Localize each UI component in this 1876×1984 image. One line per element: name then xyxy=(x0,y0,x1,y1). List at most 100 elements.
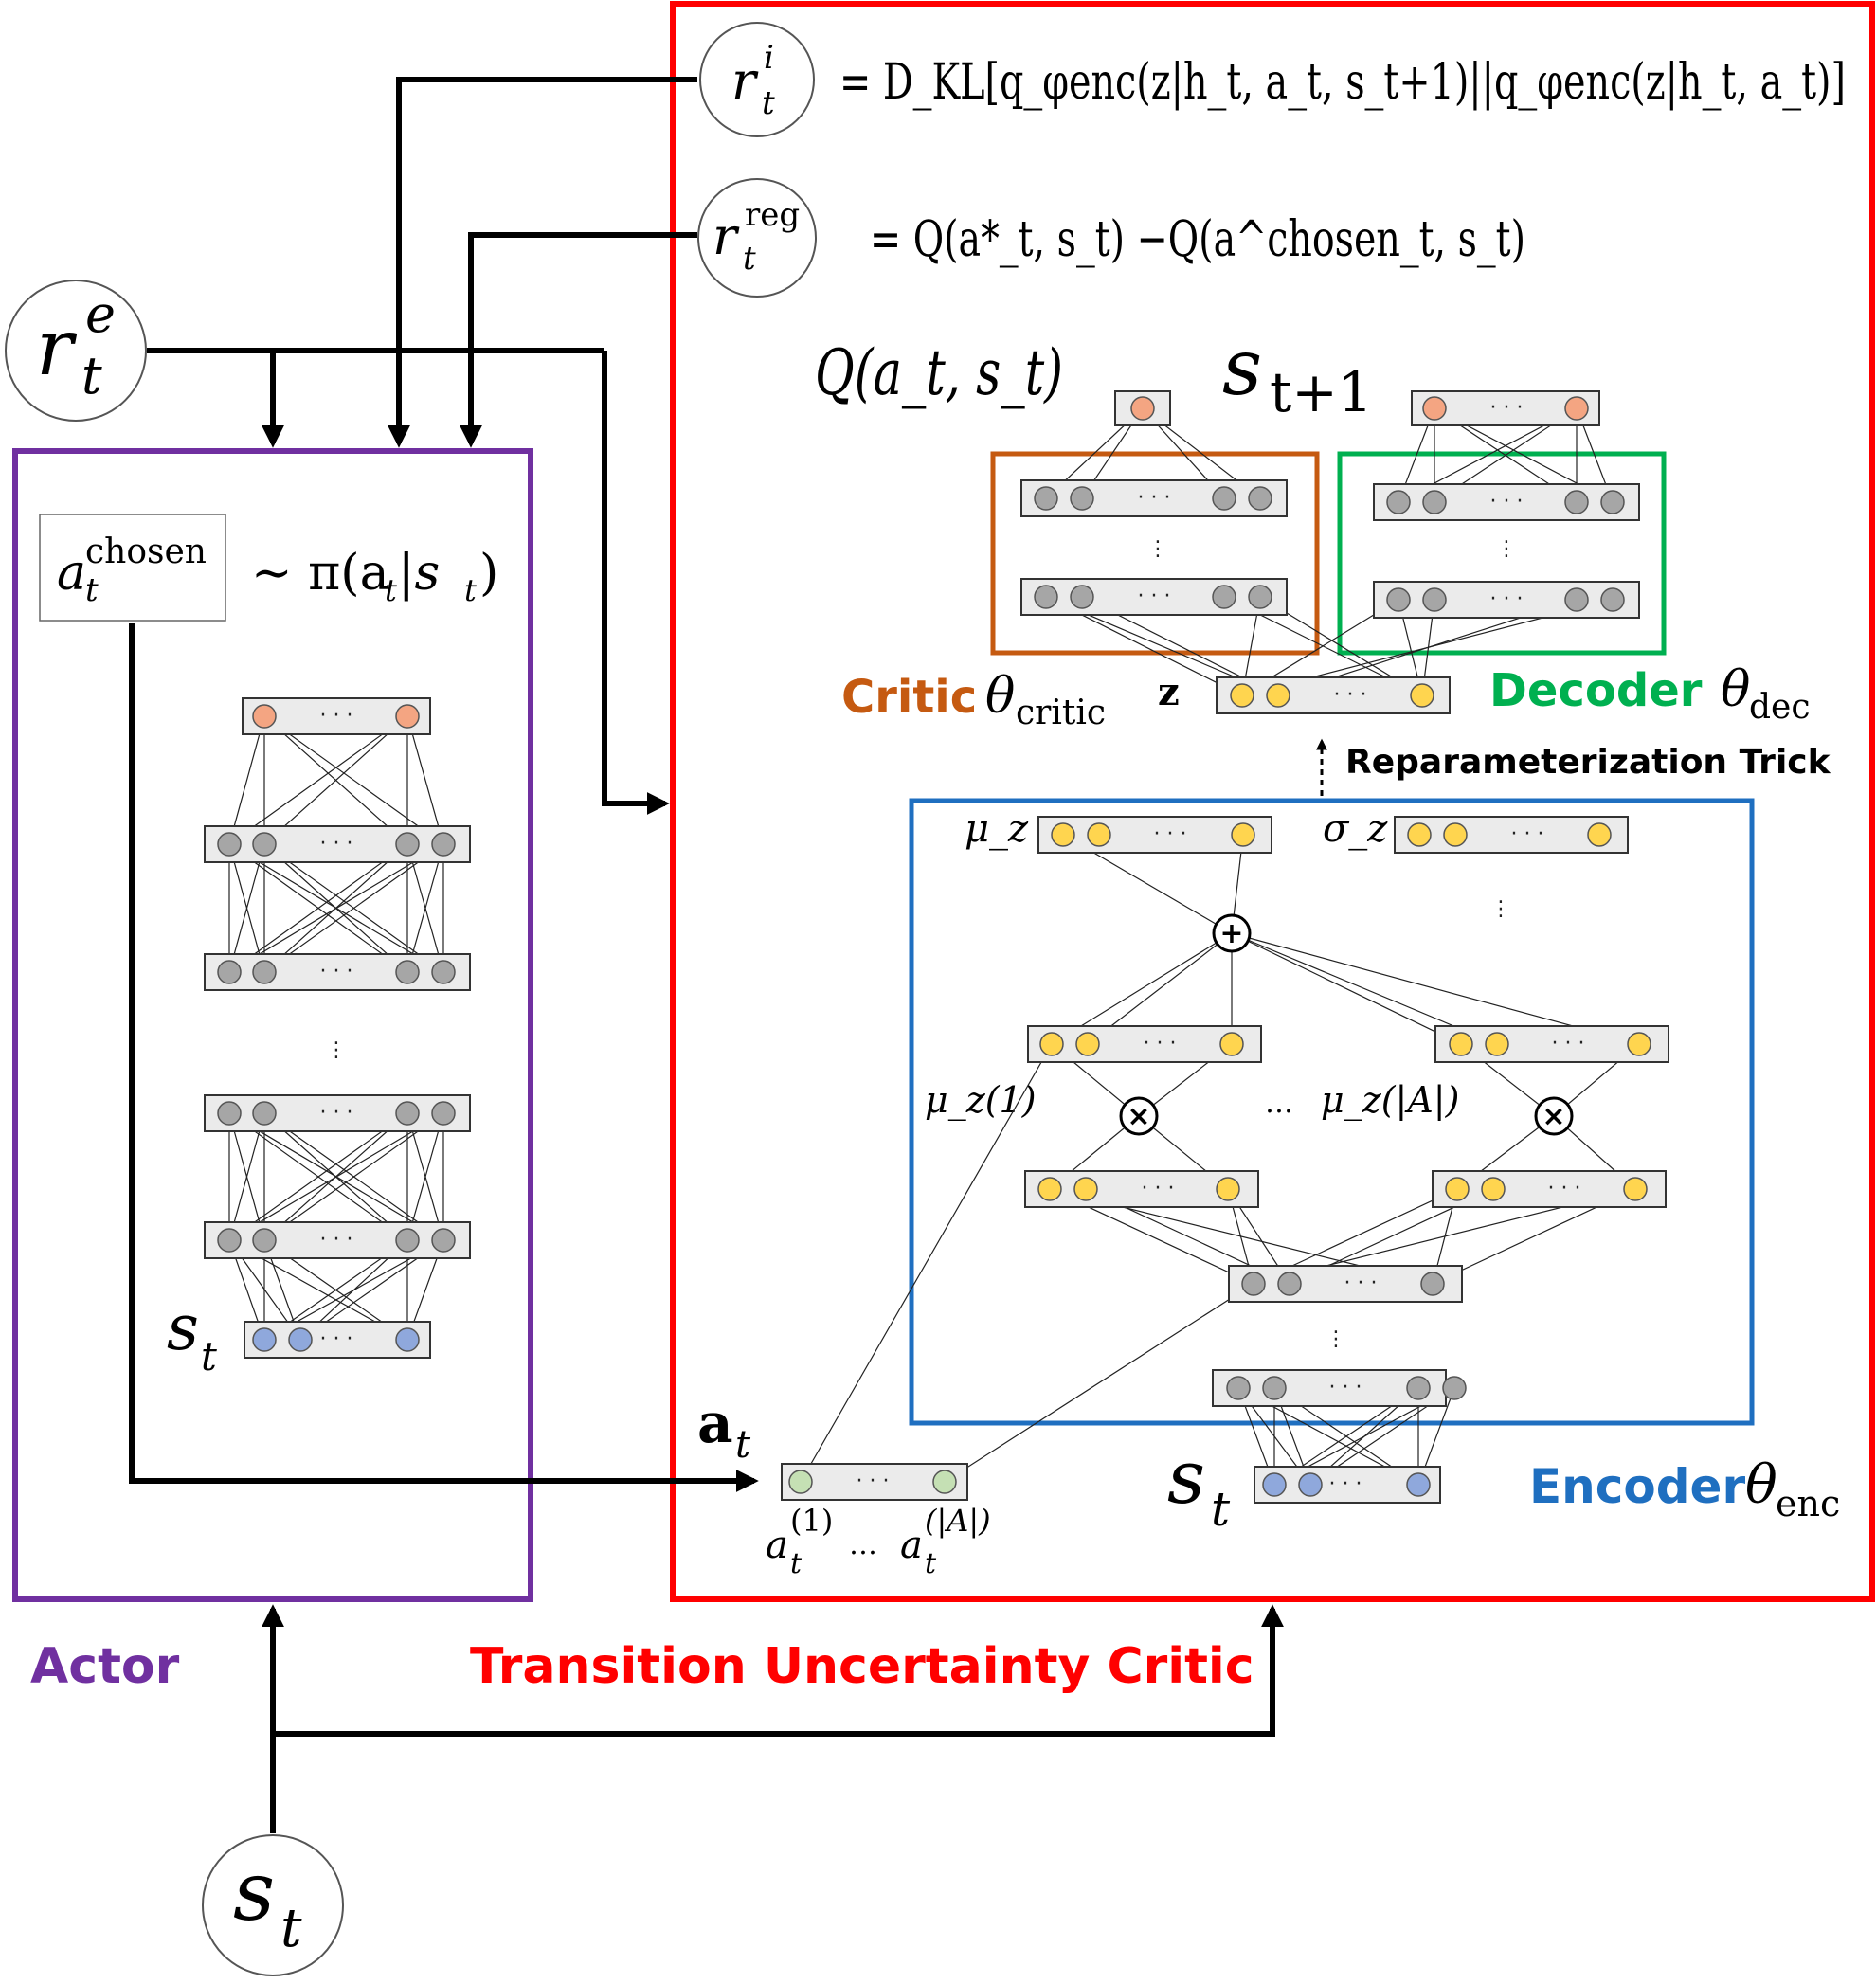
decoder-output-layer: · · · xyxy=(1411,390,1600,426)
policy-mid: |s xyxy=(398,545,440,602)
action-vector-layer: · · · xyxy=(781,1463,968,1501)
policy-sub2: t xyxy=(464,572,477,608)
action-last-sup: (|A|) xyxy=(925,1503,991,1539)
reward-regret-circle xyxy=(697,178,817,298)
encoder-frame xyxy=(909,798,1755,1426)
svg-text:· · ·: · · · xyxy=(1144,1032,1177,1055)
vertical-ellipsis: ⋮ xyxy=(1326,1327,1346,1351)
reward-regret-sup: reg xyxy=(745,196,800,234)
actor-input-layer: · · · xyxy=(244,1321,431,1359)
encoder-theta: θ xyxy=(1745,1454,1777,1516)
policy-sub: t xyxy=(385,572,397,608)
chosen-action-sub: t xyxy=(85,571,99,609)
mu-z-layer: · · · xyxy=(1037,816,1272,854)
mu-z-label: μ_z xyxy=(965,807,1029,851)
intrinsic-reward-equation: = D_KL[q_φenc(z|h_t, a_t, s_t+1)||q_φenc… xyxy=(839,54,1846,111)
svg-text:×: × xyxy=(1542,1100,1565,1133)
state-input-sub: t xyxy=(280,1898,302,1959)
reward-extrinsic-circle xyxy=(5,280,147,422)
regret-reward-equation: = Q(a*_t, s_t) −Q(a^chosen_t, s_t) xyxy=(870,211,1525,268)
actor-frame xyxy=(12,448,533,1602)
action-vector-label-sub: t xyxy=(735,1423,751,1467)
actor-hidden-1: · · · xyxy=(204,825,471,863)
svg-text:· · ·: · · · xyxy=(1154,822,1187,846)
mu-z1-label: μ_z(1) xyxy=(925,1079,1037,1122)
action-vector-label-base: a xyxy=(697,1391,733,1455)
svg-text:+: + xyxy=(1219,917,1243,950)
decoder-frame xyxy=(1337,451,1667,656)
mu-zA-label: μ_z(|A|) xyxy=(1321,1079,1459,1122)
encoder-hidden-top: · · · xyxy=(1228,1265,1463,1303)
policy-end: ) xyxy=(479,545,498,602)
sum-operator-icon: + xyxy=(1212,913,1252,953)
svg-text:· · ·: · · · xyxy=(1490,396,1524,420)
svg-text:· · ·: · · · xyxy=(1138,585,1171,608)
critic-frame xyxy=(990,451,1320,656)
svg-text:×: × xyxy=(1127,1100,1150,1133)
decoder-label: Decoder xyxy=(1489,664,1703,717)
mu-z1-post: · · · xyxy=(1027,1025,1262,1063)
svg-text:· · ·: · · · xyxy=(320,1228,353,1252)
mu-zA-post: · · · xyxy=(1434,1025,1669,1063)
svg-text:· · ·: · · · xyxy=(1334,683,1367,707)
svg-text:· · ·: · · · xyxy=(320,704,353,728)
critic-theta: θ xyxy=(985,668,1015,725)
encoder-input-layer: · · · xyxy=(1254,1466,1441,1504)
critic-theta-sub: critic xyxy=(1016,694,1106,732)
svg-text:· · ·: · · · xyxy=(1511,822,1544,846)
q-value-label: Q(a_t, s_t) xyxy=(815,336,1063,409)
encoder-theta-sub: enc xyxy=(1776,1483,1840,1524)
action-first-sup: (1) xyxy=(790,1503,833,1539)
actor-label: Actor xyxy=(30,1638,180,1695)
encoder-label: Encoder xyxy=(1529,1459,1745,1514)
svg-text:· · ·: · · · xyxy=(857,1470,890,1493)
decoder-theta: θ xyxy=(1721,661,1750,718)
mu-zA-pre: · · · xyxy=(1432,1170,1667,1208)
svg-text:· · ·: · · · xyxy=(1490,490,1524,514)
actor-state-sub: t xyxy=(201,1333,217,1380)
vertical-ellipsis: ⋮ xyxy=(326,1038,347,1062)
next-state-base: s xyxy=(1222,323,1262,413)
encoder-state-sub: t xyxy=(1211,1482,1231,1537)
vertical-ellipsis: ⋮ xyxy=(1490,897,1511,921)
mu-z1-pre: · · · xyxy=(1024,1170,1259,1208)
svg-text:· · ·: · · · xyxy=(1490,587,1524,611)
critic-label: Critic xyxy=(841,671,977,724)
sigma-z-layer: · · · xyxy=(1394,816,1629,854)
decoder-hidden-2: · · · xyxy=(1373,581,1640,619)
reward-extrinsic-base: r xyxy=(36,303,78,393)
network-layers: · · · · · · · · · · · · · · · · · · ⋮ · · · · · … xyxy=(204,390,1669,1504)
actor-output-layer: · · · xyxy=(242,697,431,735)
latent-z-label: z xyxy=(1158,670,1180,714)
actor-hidden-2: · · · xyxy=(204,953,471,991)
svg-text:· · ·: · · · xyxy=(1548,1177,1581,1200)
reward-intrinsic-sub: t xyxy=(762,84,775,122)
vertical-ellipsis: ⋮ xyxy=(1147,537,1168,561)
chosen-action-sup: chosen xyxy=(85,532,207,571)
reparameterization-label: Reparameterization Trick xyxy=(1345,743,1831,782)
svg-text:· · ·: · · · xyxy=(1329,1472,1362,1496)
network-connections xyxy=(228,407,1640,1486)
svg-text:· · ·: · · · xyxy=(320,832,353,856)
reward-regret-base: r xyxy=(713,207,740,266)
svg-text:· · ·: · · · xyxy=(320,960,353,983)
action-last-sub: t xyxy=(925,1547,937,1580)
reward-regret-sub: t xyxy=(743,240,756,278)
actor-state-base: s xyxy=(167,1291,199,1364)
next-state-sub: t+1 xyxy=(1270,360,1373,424)
policy-text: ∼ π(a xyxy=(251,545,389,602)
reward-extrinsic-sup: e xyxy=(85,284,116,344)
routing-arrows xyxy=(129,77,1327,1833)
svg-text:· · ·: · · · xyxy=(1142,1177,1175,1200)
svg-text:· · ·: · · · xyxy=(1344,1272,1378,1295)
encoder-state-base: s xyxy=(1167,1435,1205,1521)
svg-text:· · ·: · · · xyxy=(1552,1032,1585,1055)
svg-text:· · ·: · · · xyxy=(1329,1376,1362,1399)
decoder-theta-sub: dec xyxy=(1749,688,1811,727)
multiply-operator-1-icon: × xyxy=(1119,1096,1159,1136)
tuc-label: Transition Uncertainty Critic xyxy=(470,1638,1254,1695)
critic-output-layer xyxy=(1114,390,1171,426)
vertical-ellipsis: ⋮ xyxy=(1496,537,1517,561)
action-first-sub: t xyxy=(790,1547,803,1580)
